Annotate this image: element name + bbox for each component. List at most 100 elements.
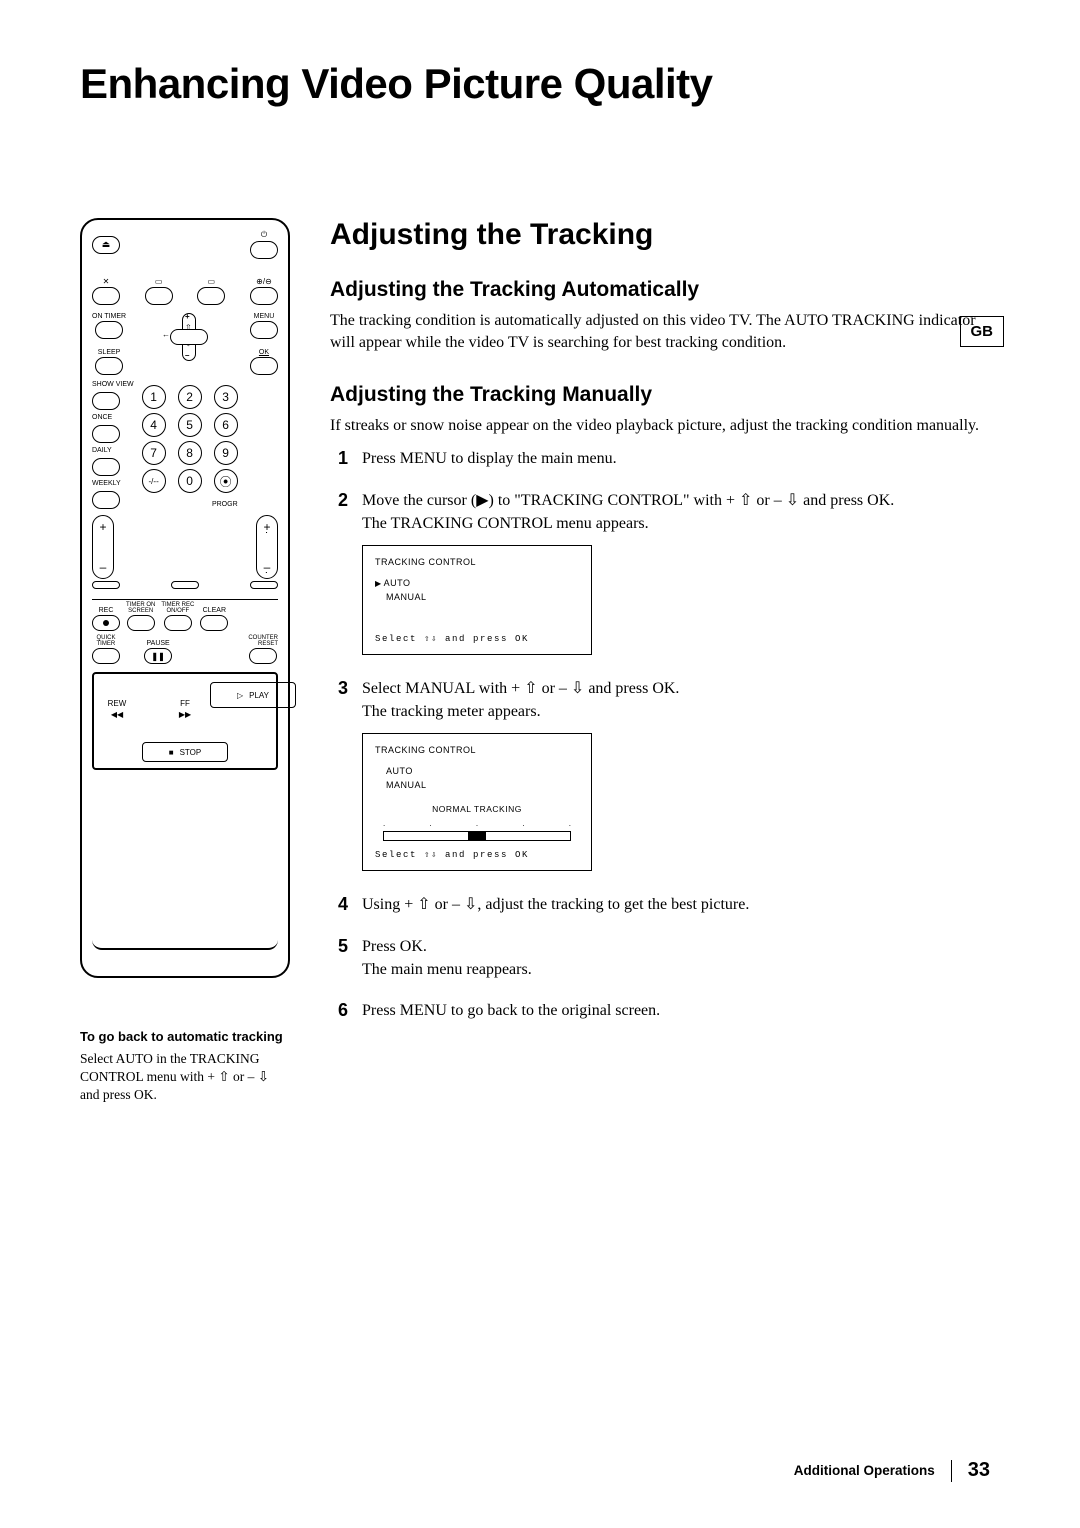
sidebar-note: To go back to automatic tracking Select … [80, 1028, 290, 1104]
counter-reset-label: COUNTER RESET [248, 635, 278, 647]
timer-screen-label: TIMER ON SCREEN [126, 602, 155, 614]
progr-label: PROGR [212, 501, 238, 508]
osd2-footer: Select ⇧⇩ and press OK [375, 849, 579, 862]
on-timer-label: ON TIMER [92, 313, 126, 320]
osd2-item-manual: MANUAL [375, 779, 579, 793]
osd2-meter-label: NORMAL TRACKING [375, 803, 579, 815]
step-3b: The tracking meter appears. [362, 700, 679, 723]
step-2b: The TRACKING CONTROL menu appears. [362, 512, 894, 535]
footer-divider [951, 1460, 952, 1482]
step-5a: Press OK. [362, 935, 532, 958]
daily-label: DAILY [92, 447, 134, 454]
step-num-3: 3 [330, 677, 348, 875]
mute-icon: ✕ [103, 277, 110, 286]
quick-timer-label: QUICK TIMER [96, 635, 115, 647]
input-icon: ⊕/⊖ [256, 277, 272, 286]
page-title: Enhancing Video Picture Quality [80, 60, 990, 108]
once-button [92, 425, 120, 443]
once-label: ONCE [92, 414, 134, 421]
step-6: Press MENU to go back to the original sc… [362, 999, 660, 1022]
num-2: 2 [178, 385, 202, 409]
blank-icon: ▭ [155, 277, 163, 286]
right-column: Adjusting the Tracking Adjusting the Tra… [330, 218, 990, 1104]
page-number: 33 [968, 1459, 990, 1482]
sidebar-note-body: Select AUTO in the TRACKING CONTROL menu… [80, 1050, 290, 1105]
sleep-button [95, 357, 123, 375]
step-num-4: 4 [330, 893, 348, 916]
input-button [250, 287, 278, 305]
blank-button [145, 287, 173, 305]
remote-diagram: ⏏ ⏻ ✕ ▭ ▭ ⊕/⊖ ON TIMER SLEEP +⇧←⇩– [80, 218, 290, 978]
osd1-footer: Select ⇧⇩ and press OK [375, 633, 579, 646]
weekly-button [92, 491, 120, 509]
daily-button [92, 458, 120, 476]
menu-label: MENU [254, 313, 275, 320]
progr-pill: +̣–̣ [256, 515, 278, 579]
play-button: ▷PLAY [210, 682, 296, 708]
on-timer-button [95, 321, 123, 339]
num-8: 8 [178, 441, 202, 465]
step-num-1: 1 [330, 447, 348, 470]
slim-button-r [250, 581, 278, 589]
footer-section-label: Additional Operations [794, 1463, 935, 1478]
timer-screen-button [127, 615, 155, 631]
osd2-item-auto: AUTO [375, 765, 579, 779]
auto-body: The tracking condition is automatically … [330, 310, 990, 355]
ok-button [250, 357, 278, 375]
eject-button: ⏏ [92, 236, 120, 254]
power-button [250, 241, 278, 259]
osd-1: TRACKING CONTROL AUTO MANUAL Select ⇧⇩ a… [362, 545, 592, 655]
step-5b: The main menu reappears. [362, 958, 532, 981]
show-view-button [92, 392, 120, 410]
osd1-title: TRACKING CONTROL [375, 556, 579, 569]
clear-label: CLEAR [203, 607, 226, 614]
power-icon: ⏻ [261, 230, 267, 240]
osd2-scale: ..... [375, 818, 579, 830]
steps-list: 1 Press MENU to display the main menu. 2… [330, 447, 990, 1022]
cc-button [197, 287, 225, 305]
manual-heading: Adjusting the Tracking Manually [330, 383, 990, 407]
cross-pad: +⇧←⇩– [170, 313, 206, 359]
pause-label: PAUSE [147, 640, 170, 647]
step-3a: Select MANUAL with + ⇧ or – ⇩ and press … [362, 677, 679, 700]
num-3: 3 [214, 385, 238, 409]
volume-pill: +– [92, 515, 114, 579]
left-column: ⏏ ⏻ ✕ ▭ ▭ ⊕/⊖ ON TIMER SLEEP +⇧←⇩– [80, 218, 290, 1104]
manual-intro: If streaks or snow noise appear on the v… [330, 415, 990, 437]
timer-rec-label: TIMER REC ON/OFF [161, 602, 194, 614]
osd2-meter [383, 831, 571, 841]
mute-button [92, 287, 120, 305]
weekly-label: WEEKLY [92, 480, 134, 487]
step-2a: Move the cursor (▶) to "TRACKING CONTROL… [362, 489, 894, 512]
num-6: 6 [214, 413, 238, 437]
step-num-6: 6 [330, 999, 348, 1022]
quick-timer-button [92, 648, 120, 664]
counter-reset-button [249, 648, 277, 664]
clear-button [200, 615, 228, 631]
osd1-item-manual: MANUAL [375, 591, 579, 605]
language-tab: GB [960, 316, 1005, 347]
osd-2: TRACKING CONTROL AUTO MANUAL NORMAL TRAC… [362, 733, 592, 871]
timer-rec-button [164, 615, 192, 631]
cc-icon: ▭ [208, 277, 216, 286]
step-num-2: 2 [330, 489, 348, 659]
osd1-item-auto: AUTO [375, 577, 579, 591]
step-4: Using + ⇧ or – ⇩, adjust the tracking to… [362, 893, 749, 916]
num-0: 0 [178, 469, 202, 493]
num-enter: ⦿ [214, 469, 238, 493]
rew-label: REW [108, 699, 127, 708]
slim-button-l [92, 581, 120, 589]
show-view-label: SHOW VIEW [92, 381, 134, 388]
num-4: 4 [142, 413, 166, 437]
num-5: 5 [178, 413, 202, 437]
num-dash: -/-- [142, 469, 166, 493]
num-7: 7 [142, 441, 166, 465]
menu-button [250, 321, 278, 339]
num-1: 1 [142, 385, 166, 409]
ok-label: OK [259, 349, 269, 356]
step-1-text: Press MENU to display the main menu. [362, 447, 617, 470]
pause-button: ❚❚ [144, 648, 172, 664]
ff-label: FF [180, 699, 190, 708]
osd2-title: TRACKING CONTROL [375, 744, 579, 757]
rec-button [92, 615, 120, 631]
